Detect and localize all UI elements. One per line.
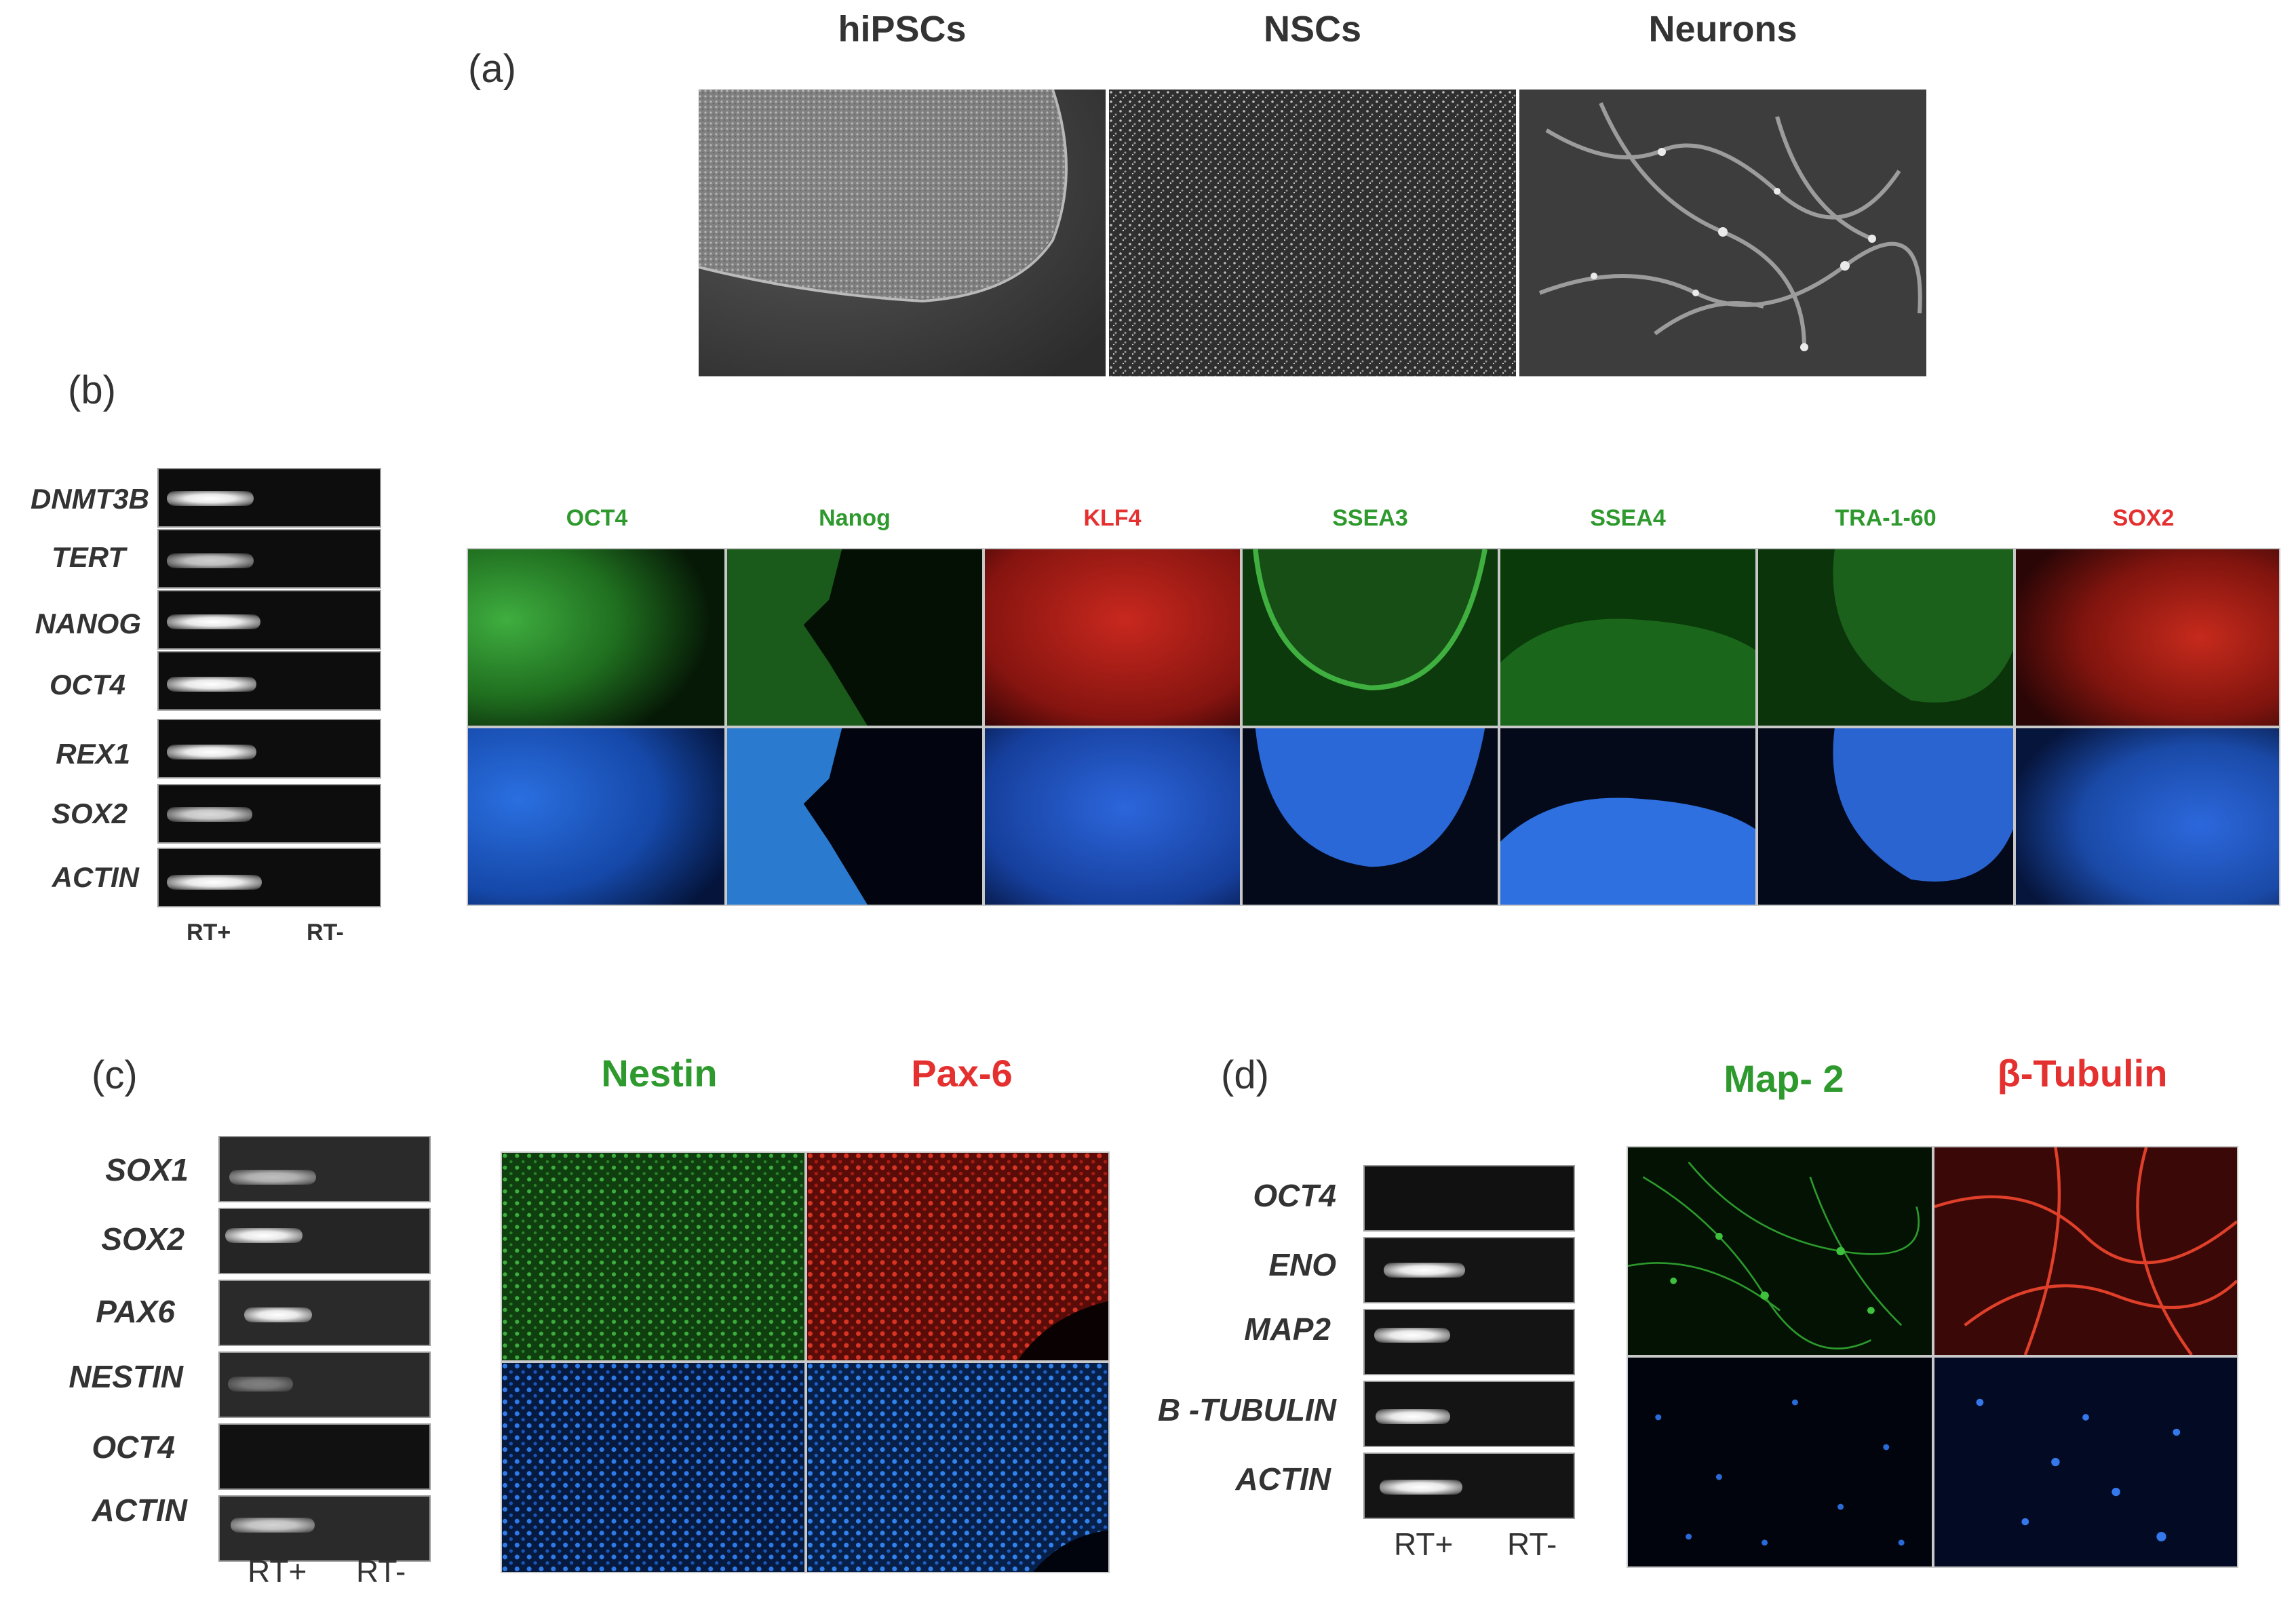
marker-label-map2: Map- 2 — [1724, 1057, 1844, 1100]
marker-label-ssea3: SSEA3 — [1332, 505, 1408, 531]
lane-label-rt-plus: RT+ — [248, 1554, 307, 1589]
gene-label: ACTIN — [1235, 1461, 1331, 1497]
gel-band — [228, 1377, 293, 1392]
if-tile-dapi-oct4 — [467, 727, 726, 906]
gene-label: PAX6 — [96, 1294, 175, 1329]
marker-label-nanog: Nanog — [819, 505, 891, 531]
nsc-culture-image — [1109, 90, 1516, 376]
lane-label-rt-minus: RT- — [1507, 1526, 1557, 1562]
marker-label-sox2: SOX2 — [2112, 505, 2175, 531]
lane-label-rt-plus: RT+ — [1394, 1526, 1454, 1562]
gel-band — [167, 875, 262, 890]
gene-label: ENO — [1268, 1247, 1336, 1282]
if-tile-tra-1-60 — [1757, 548, 2015, 727]
gel-band — [1384, 1263, 1465, 1278]
lane-label-rt-plus: RT+ — [187, 920, 231, 945]
if-tile-map2 — [1627, 1146, 1933, 1356]
gene-label: MAP2 — [1244, 1312, 1331, 1347]
marker-label-beta-tubulin: β-Tubulin — [1997, 1052, 2168, 1095]
marker-label-klf4: KLF4 — [1083, 505, 1142, 531]
marker-label-nestin: Nestin — [601, 1052, 718, 1095]
gene-label: SOX2 — [51, 797, 128, 829]
gel-band — [167, 677, 256, 692]
column-head-hipscs: hiPSCs — [838, 9, 967, 50]
marker-label-oct4: OCT4 — [566, 505, 628, 531]
panel-c-letter: (c) — [92, 1053, 138, 1097]
if-tile-dapi-klf4 — [984, 727, 1241, 906]
gel-band — [167, 553, 254, 568]
gene-label: SOX2 — [101, 1221, 184, 1257]
gene-label: ACTIN — [92, 1493, 187, 1528]
gene-label: B -TUBULIN — [1157, 1392, 1336, 1427]
gel-band — [229, 1170, 316, 1185]
if-tile-dapi-ssea4 — [1499, 727, 1757, 906]
if-tile-oct4 — [467, 548, 726, 727]
if-tile-dapi-sox2 — [2015, 727, 2280, 906]
neurons-culture-image — [1519, 90, 1926, 376]
if-tile-klf4 — [984, 548, 1241, 727]
marker-label-ssea4: SSEA4 — [1590, 505, 1666, 531]
gel-band — [167, 491, 254, 506]
gel-band — [1380, 1480, 1462, 1495]
panel-a-letter: (a) — [468, 47, 516, 91]
gene-label: TERT — [52, 541, 125, 573]
if-tile-beta-tubulin — [1933, 1146, 2238, 1356]
gene-label: OCT4 — [49, 669, 125, 701]
if-tile-dapi-beta-tubulin — [1933, 1356, 2238, 1568]
panel-d-letter: (d) — [1221, 1053, 1269, 1097]
lane-label-rt-minus: RT- — [307, 920, 344, 945]
lane-label-rt-minus: RT- — [356, 1554, 406, 1589]
if-tile-dapi-tra-1-60 — [1757, 727, 2015, 906]
gene-label: OCT4 — [92, 1430, 175, 1465]
if-tile-dapi-ssea3 — [1241, 727, 1499, 906]
gel-band — [167, 745, 256, 760]
gel-band — [231, 1518, 315, 1533]
gene-label: SOX1 — [105, 1152, 189, 1187]
panel-b-letter: (b) — [68, 368, 116, 412]
gel-band — [167, 614, 260, 629]
if-tile-dapi-pax6 — [806, 1362, 1110, 1573]
if-tile-dapi-nestin — [501, 1362, 806, 1573]
if-tile-sox2 — [2015, 548, 2280, 727]
if-tile-pax6 — [806, 1151, 1110, 1362]
gene-label: OCT4 — [1253, 1178, 1336, 1213]
marker-label-pax6: Pax-6 — [911, 1052, 1013, 1095]
gene-label: DNMT3B — [31, 483, 149, 515]
gel-band — [167, 807, 252, 822]
gene-label: ACTIN — [52, 861, 139, 893]
if-tile-dapi-nanog — [726, 727, 984, 906]
column-head-nscs: NSCs — [1263, 9, 1362, 50]
gene-label: NANOG — [35, 608, 141, 639]
column-head-neurons: Neurons — [1648, 9, 1797, 50]
if-tile-ssea3 — [1241, 548, 1499, 727]
hipsc-colony-image — [699, 90, 1106, 376]
if-tile-ssea4 — [1499, 548, 1757, 727]
gel-band — [1374, 1328, 1450, 1343]
gene-label: NESTIN — [69, 1359, 183, 1394]
gene-label: REX1 — [56, 738, 130, 770]
gel-band — [244, 1307, 312, 1322]
gel-band — [225, 1228, 303, 1243]
if-tile-nanog — [726, 548, 984, 727]
gel-band — [1376, 1409, 1450, 1424]
if-tile-nestin — [501, 1151, 806, 1362]
if-tile-dapi-map2 — [1627, 1356, 1933, 1568]
marker-label-tra-1-60: TRA-1-60 — [1835, 505, 1937, 531]
